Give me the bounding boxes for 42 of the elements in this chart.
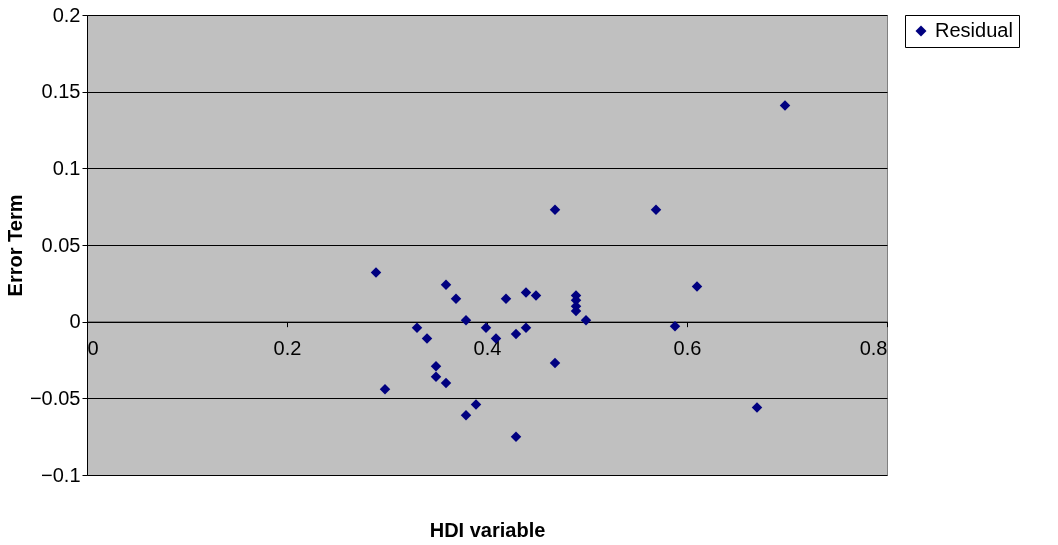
legend-label: Residual [935,19,1013,41]
x-tick-label: 0.8 [859,337,888,360]
point [500,293,512,304]
point [450,293,462,304]
x-tick-label: 0.2 [273,337,302,360]
point [440,377,452,389]
point [430,360,442,372]
point [520,322,532,334]
point [580,314,592,326]
point [549,357,561,369]
x-tick-label: 0 [87,337,99,360]
x-tick-label: 0.4 [473,337,502,360]
point [520,287,532,298]
y-tick-label: 0.2 [52,3,81,26]
point [480,322,492,334]
point [440,279,452,291]
point [510,328,522,340]
point [510,431,522,442]
point [460,409,472,421]
point [751,402,763,413]
point [530,290,542,301]
y-axis-title: Error Term [3,194,26,297]
x-axis-title: HDI variable [429,518,546,541]
y-tick-label: 0.1 [52,156,81,179]
y-tick-label: 0.05 [41,233,81,256]
point [379,383,391,395]
y-tick-label: 0.15 [41,80,81,103]
point [370,267,382,278]
point [549,204,561,215]
point [669,321,681,332]
point [430,371,442,383]
y-tick-label: 0 [69,310,81,333]
point [691,281,703,292]
point [411,322,423,334]
y-tick-label: −0.05 [29,386,81,409]
point [650,204,662,215]
point [421,333,433,344]
point [779,100,791,111]
x-tick-label: 0.6 [673,337,702,360]
point [470,399,482,410]
y-tick-label: −0.1 [41,463,81,486]
point [460,314,472,326]
